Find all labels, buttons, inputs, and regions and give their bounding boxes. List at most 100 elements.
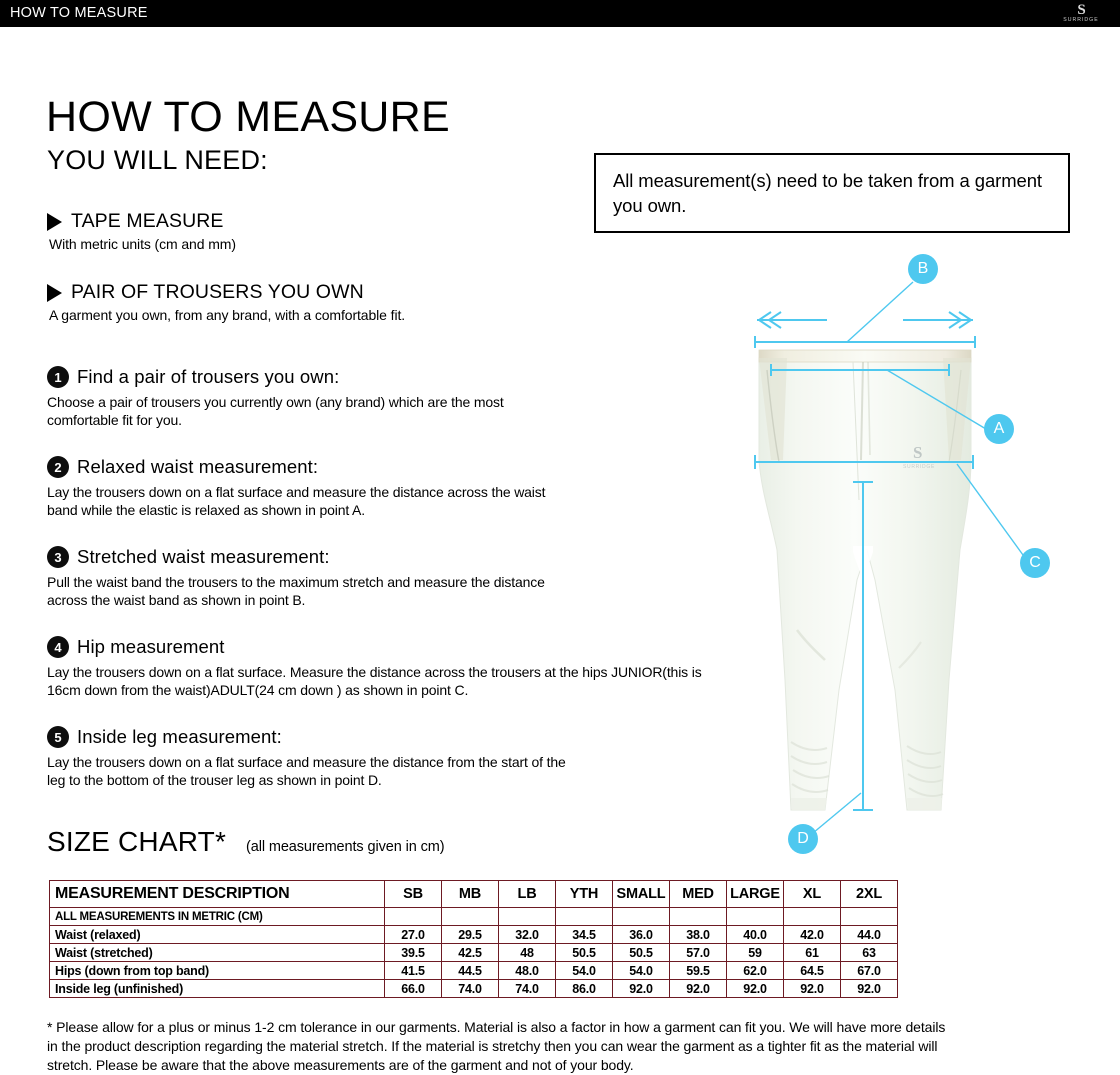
cell-value: 92.0	[669, 979, 727, 998]
cell-value: 41.5	[384, 961, 442, 980]
trousers-illustration: S SURRIDGE	[758, 349, 972, 811]
step-title: Relaxed waist measurement:	[77, 456, 319, 477]
empty-cell	[612, 907, 670, 926]
step-title: Find a pair of trousers you own:	[77, 366, 340, 387]
cell-value: 48.0	[498, 961, 556, 980]
step-5: 5 Inside leg measurement: Lay the trouse…	[47, 726, 587, 789]
row-label: Hips (down from top band)	[49, 961, 385, 980]
empty-cell	[840, 907, 898, 926]
measurement-notice-box: All measurement(s) need to be taken from…	[594, 153, 1070, 233]
page-title: HOW TO MEASURE	[46, 92, 450, 141]
callout-marker-d: D	[788, 824, 818, 854]
cell-value: 34.5	[555, 925, 613, 944]
cell-value: 92.0	[783, 979, 841, 998]
svg-text:SURRIDGE: SURRIDGE	[903, 464, 935, 470]
cell-value: 42.0	[783, 925, 841, 944]
measurement-notice-text: All measurement(s) need to be taken from…	[613, 170, 1042, 216]
column-header-lb: LB	[498, 880, 556, 908]
surridge-wordmark: SURRIDGE	[1063, 16, 1099, 23]
cell-value: 67.0	[840, 961, 898, 980]
empty-cell	[783, 907, 841, 926]
cell-value: 59.5	[669, 961, 727, 980]
need-item-title: TAPE MEASURE	[71, 210, 224, 232]
metric-note-cell: ALL MEASUREMENTS IN METRIC (CM)	[49, 907, 385, 926]
table-row: ALL MEASUREMENTS IN METRIC (CM)	[49, 907, 898, 926]
cell-value: 54.0	[612, 961, 670, 980]
empty-cell	[498, 907, 556, 926]
cell-value: 50.5	[612, 943, 670, 962]
empty-cell	[726, 907, 784, 926]
need-item-trousers: PAIR OF TROUSERS YOU OWN A garment you o…	[47, 281, 405, 323]
surridge-s-icon: S	[1077, 1, 1085, 18]
column-header-sb: SB	[384, 880, 442, 908]
step-number-badge: 3	[47, 546, 69, 568]
cell-value: 92.0	[612, 979, 670, 998]
cell-value: 86.0	[555, 979, 613, 998]
callout-marker-c: C	[1020, 548, 1050, 578]
cell-value: 61	[783, 943, 841, 962]
step-body: Lay the trousers down on a flat surface …	[47, 484, 546, 518]
need-item-title: PAIR OF TROUSERS YOU OWN	[71, 281, 364, 303]
step-1: 1 Find a pair of trousers you own: Choos…	[47, 366, 567, 429]
column-header-xl: XL	[783, 880, 841, 908]
step-number-badge: 4	[47, 636, 69, 658]
row-label: Inside leg (unfinished)	[49, 979, 385, 998]
cell-value: 32.0	[498, 925, 556, 944]
cell-value: 64.5	[783, 961, 841, 980]
need-item-subtitle: With metric units (cm and mm)	[49, 236, 236, 252]
triangle-bullet-icon	[47, 283, 62, 302]
step-3: 3 Stretched waist measurement: Pull the …	[47, 546, 567, 609]
empty-cell	[669, 907, 727, 926]
cell-value: 59	[726, 943, 784, 962]
svg-text:S: S	[913, 443, 922, 462]
row-label: Waist (stretched)	[49, 943, 385, 962]
step-body: Lay the trousers down on a flat surface …	[47, 754, 566, 788]
size-chart-table: MEASUREMENT DESCRIPTION SB MB LB YTH SMA…	[49, 880, 898, 998]
cell-value: 40.0	[726, 925, 784, 944]
cell-value: 44.0	[840, 925, 898, 944]
triangle-bullet-icon	[47, 212, 62, 231]
trousers-measurement-diagram: S SURRIDGE	[735, 250, 1065, 870]
step-body: Lay the trousers down on a flat surface.…	[47, 664, 702, 698]
cell-value: 50.5	[555, 943, 613, 962]
size-chart-units-note: (all measurements given in cm)	[246, 839, 445, 855]
table-row: Waist (relaxed) 27.0 29.5 32.0 34.5 36.0…	[49, 925, 898, 944]
table-row: Waist (stretched) 39.5 42.5 48 50.5 50.5…	[49, 943, 898, 962]
column-header-mb: MB	[441, 880, 499, 908]
step-number-badge: 1	[47, 366, 69, 388]
step-4: 4 Hip measurement Lay the trousers down …	[47, 636, 727, 699]
surridge-logo: S SURRIDGE	[1050, 1, 1112, 26]
cell-value: 29.5	[441, 925, 499, 944]
step-body: Pull the waist band the trousers to the …	[47, 574, 545, 608]
top-bar-title: HOW TO MEASURE	[10, 5, 148, 21]
cell-value: 92.0	[726, 979, 784, 998]
cell-value: 48	[498, 943, 556, 962]
step-title: Stretched waist measurement:	[77, 546, 330, 567]
step-title: Hip measurement	[77, 636, 225, 657]
measurement-lines	[754, 281, 1024, 839]
cell-value: 63	[840, 943, 898, 962]
column-header-med: MED	[669, 880, 727, 908]
top-bar: HOW TO MEASURE S SURRIDGE	[0, 0, 1120, 27]
column-header-2xl: 2XL	[840, 880, 898, 908]
need-item-subtitle: A garment you own, from any brand, with …	[49, 307, 406, 323]
step-2: 2 Relaxed waist measurement: Lay the tro…	[47, 456, 567, 519]
you-will-need-heading: YOU WILL NEED:	[47, 145, 268, 175]
cell-value: 57.0	[669, 943, 727, 962]
table-header-row: MEASUREMENT DESCRIPTION SB MB LB YTH SMA…	[49, 880, 898, 908]
column-header-description: MEASUREMENT DESCRIPTION	[49, 880, 385, 908]
column-header-small: SMALL	[612, 880, 670, 908]
cell-value: 74.0	[441, 979, 499, 998]
tolerance-footnote: * Please allow for a plus or minus 1-2 c…	[47, 1019, 946, 1073]
cell-value: 42.5	[441, 943, 499, 962]
table-row: Hips (down from top band) 41.5 44.5 48.0…	[49, 961, 898, 980]
cell-value: 36.0	[612, 925, 670, 944]
trousers-diagram-svg: S SURRIDGE	[754, 281, 1024, 839]
empty-cell	[441, 907, 499, 926]
step-title: Inside leg measurement:	[77, 726, 282, 747]
cell-value: 62.0	[726, 961, 784, 980]
callout-marker-a: A	[984, 414, 1014, 444]
need-item-tape-measure: TAPE MEASURE With metric units (cm and m…	[47, 210, 236, 252]
cell-value: 38.0	[669, 925, 727, 944]
cell-value: 74.0	[498, 979, 556, 998]
